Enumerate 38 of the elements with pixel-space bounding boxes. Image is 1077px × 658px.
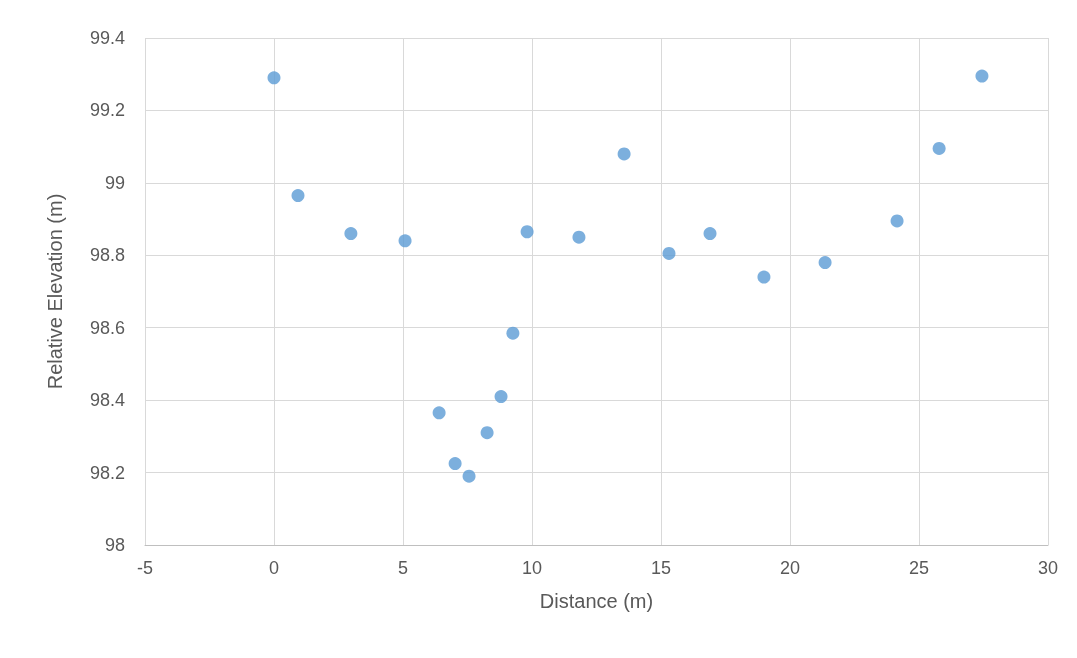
point	[267, 71, 281, 85]
y-tick-label: 98	[104, 535, 125, 555]
point	[932, 141, 946, 155]
x-tick-label: -5	[136, 558, 154, 578]
x-tick-label: 5	[397, 558, 409, 578]
y-axis-title: Relative Elevation (m)	[44, 193, 66, 390]
y-tick-label: 98.4	[89, 390, 125, 411]
x-tick-label: 25	[908, 558, 930, 578]
x-tick-label: 20	[779, 558, 801, 578]
point	[462, 469, 476, 483]
point	[520, 225, 534, 239]
point	[494, 390, 508, 404]
point	[448, 457, 462, 471]
y-tick-label: 98.8	[89, 245, 125, 266]
x-tick-label: 30	[1037, 558, 1059, 578]
point	[757, 270, 771, 284]
y-tick-label: 98.6	[89, 317, 125, 338]
y-tick-label: 98.2	[89, 462, 125, 483]
point	[662, 246, 676, 260]
y-tick-label: 99.4	[89, 28, 125, 48]
point	[398, 234, 412, 248]
x-tick-label: 0	[268, 558, 280, 578]
point	[617, 147, 631, 161]
point	[975, 69, 989, 83]
point	[344, 227, 358, 241]
y-tick-label: 99.2	[89, 100, 125, 121]
point	[291, 189, 305, 203]
y-tick-label: 99	[104, 172, 125, 193]
point	[703, 227, 717, 241]
x-tick-label: 15	[650, 558, 672, 578]
point	[480, 426, 494, 440]
point	[890, 214, 904, 228]
point	[506, 326, 520, 340]
x-tick-label: 10	[521, 558, 543, 578]
point	[432, 406, 446, 420]
point	[818, 256, 832, 270]
point	[572, 230, 586, 244]
x-axis-title: Distance (m)	[539, 590, 654, 612]
